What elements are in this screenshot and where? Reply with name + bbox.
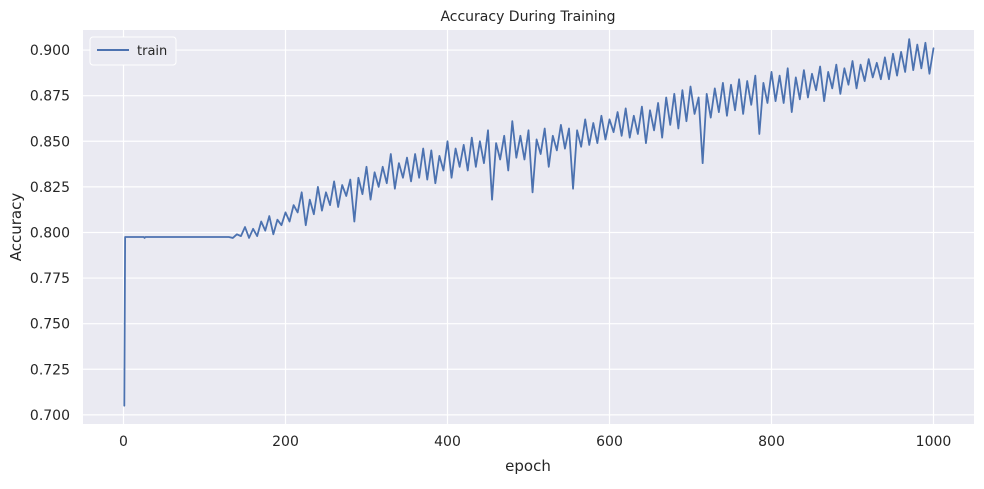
y-tick-label: 0.750 (30, 317, 70, 333)
legend: train (89, 36, 177, 66)
y-tick-label: 0.825 (30, 180, 70, 196)
x-tick-label: 600 (596, 434, 623, 450)
y-gridlines (83, 49, 974, 416)
y-tick-label: 0.700 (30, 408, 70, 424)
x-axis-label: epoch (505, 457, 551, 475)
series-line-train (123, 38, 935, 407)
legend-label-train: train (137, 44, 167, 59)
y-tick-label: 0.775 (30, 271, 70, 287)
y-tick-labels: 0.700 0.725 0.750 0.775 0.800 0.825 0.850 0.875… (30, 43, 70, 424)
x-tick-labels: 0 200 400 600 800 1000 (119, 434, 951, 450)
y-tick-label: 0.800 (30, 225, 70, 241)
x-tick-label: 0 (119, 434, 128, 450)
y-axis-label: Accuracy (7, 193, 25, 262)
x-tick-label: 400 (434, 434, 461, 450)
x-tick-label: 800 (758, 434, 785, 450)
y-tick-label: 0.850 (30, 134, 70, 150)
series-group (123, 38, 935, 407)
y-tick-label: 0.725 (30, 362, 70, 378)
x-gridlines (122, 30, 935, 424)
chart-title: Accuracy During Training (440, 9, 615, 25)
y-tick-label: 0.875 (30, 89, 70, 105)
y-tick-label: 0.900 (30, 43, 70, 59)
x-tick-label: 200 (272, 434, 299, 450)
legend-box (89, 36, 177, 66)
x-tick-label: 1000 (916, 434, 952, 450)
